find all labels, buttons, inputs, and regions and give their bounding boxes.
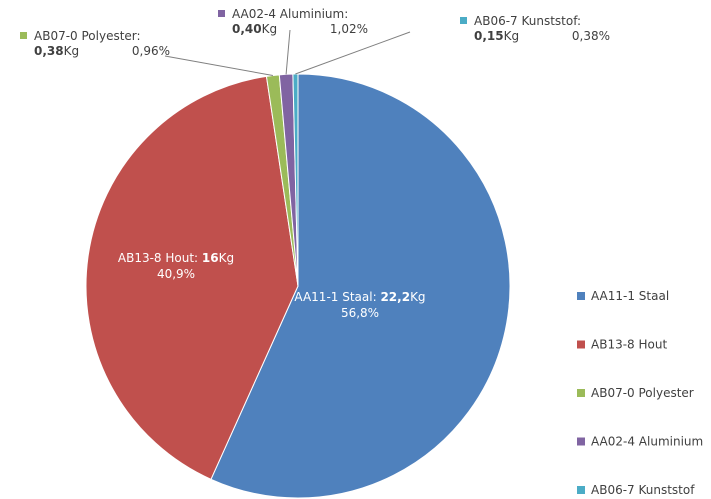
data-label-ab13-8-hout: AB13-8 Hout: 16Kg 40,9% [118,251,234,281]
svg-text:AB13-8 Hout: 16Kg: AB13-8 Hout: 16Kg [118,251,234,265]
svg-text:0,38Kg: 0,38Kg [34,44,79,58]
leader-line-ab06-7-kunststof [295,31,411,75]
pie-slices [85,73,511,499]
svg-text:AA02-4 Aluminium:: AA02-4 Aluminium: [232,7,348,21]
legend-label: AB13-8 Hout [591,338,667,352]
svg-text:1,02%: 1,02% [330,22,368,36]
legend-entry-ab13-8-hout: AB13-8 Hout [577,338,667,352]
data-label-aa11-1-staal: AA11-1 Staal: 22,2Kg 56,8% [294,290,425,320]
label-swatch [218,10,225,17]
legend-label: AB07-0 Polyester [591,386,694,400]
data-label-ab06-7-kunststof: AB06-7 Kunststof:0,15Kg 0,38% [460,14,610,43]
legend-swatch [577,340,585,349]
legend-swatch [577,389,585,397]
pie-slice-aa11-1-staal [210,73,511,499]
legend-entry-ab06-7-kunststof: AB06-7 Kunststof [577,483,695,497]
pie-slice-ab13-8-hout [85,75,299,480]
legend-swatch [577,437,585,446]
svg-text:40,9%: 40,9% [157,267,195,281]
leader-line-aa02-4-aluminium [285,29,291,75]
legend-label: AA02-4 Aluminium [591,435,703,449]
svg-text:0,96%: 0,96% [132,44,170,58]
svg-text:0,15Kg: 0,15Kg [474,29,519,43]
label-swatch [460,17,467,24]
svg-text:AB07-0 Polyester:: AB07-0 Polyester: [34,29,141,43]
legend-entry-aa11-1-staal: AA11-1 Staal [577,289,669,303]
svg-text:AB06-7 Kunststof:: AB06-7 Kunststof: [474,14,581,28]
svg-text:0,38%: 0,38% [572,29,610,43]
svg-text:56,8%: 56,8% [341,306,379,320]
svg-text:0,40Kg: 0,40Kg [232,22,277,36]
data-label-aa02-4-aluminium: AA02-4 Aluminium:0,40Kg 1,02% [218,7,368,36]
label-swatch [20,32,27,39]
data-labels: AA11-1 Staal: 22,2Kg 56,8% AB13-8 Hout: 16… [20,7,610,320]
legend-entry-aa02-4-aluminium: AA02-4 Aluminium [577,435,703,449]
legend-swatch [577,292,585,300]
legend-swatch [577,486,585,494]
leader-lines [164,29,411,76]
legend-label: AA11-1 Staal [591,289,669,303]
svg-text:AA11-1 Staal: 22,2Kg: AA11-1 Staal: 22,2Kg [294,290,425,304]
legend: AA11-1 Staal AB13-8 Hout AB07-0 Polyester A… [577,289,703,497]
leader-line-ab07-0-polyester [164,55,273,76]
legend-entry-ab07-0-polyester: AB07-0 Polyester [577,386,694,400]
data-label-ab07-0-polyester: AB07-0 Polyester:0,38Kg 0,96% [20,29,170,58]
legend-label: AB06-7 Kunststof [591,483,695,497]
